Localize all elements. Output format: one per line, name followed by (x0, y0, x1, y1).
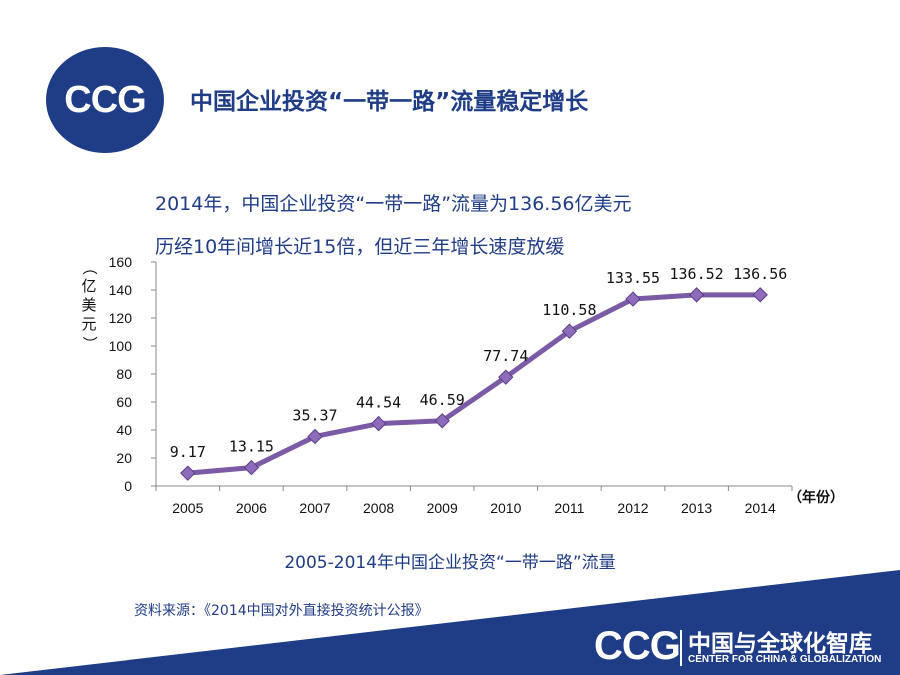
data-point-marker (370, 415, 387, 432)
x-tick-label: 2007 (299, 500, 330, 516)
y-tick-label: 120 (109, 310, 133, 326)
chart-caption: 2005-2014年中国企业投资“一带一路”流量 (284, 553, 616, 573)
y-tick-label: 40 (116, 422, 132, 438)
data-label: 9.17 (170, 443, 206, 461)
data-point-marker (752, 287, 768, 303)
ccg-logo: CCG (46, 47, 164, 153)
data-point-marker (243, 459, 260, 476)
footer-brand-chinese: 中国与全球化智库 (688, 631, 872, 657)
y-tick-label: 80 (116, 366, 132, 382)
data-label: 77.74 (483, 347, 528, 365)
logo-text: CCG (64, 78, 146, 121)
data-point-marker (498, 369, 514, 385)
x-tick-label: 2008 (363, 500, 394, 516)
slide-title: 中国企业投资“一带一路”流量稳定增长 (190, 89, 589, 115)
source-note: 资料来源：《2014中国对外直接投资统计公报》 (134, 603, 429, 619)
x-tick-label: 2009 (427, 500, 458, 516)
footer-divider (680, 630, 682, 666)
footer-brand-english: CENTER FOR CHINA & GLOBALIZATION (688, 654, 882, 665)
y-axis-unit-label: （亿美元） (80, 259, 99, 351)
data-label: 133.55 (606, 269, 660, 287)
y-tick-label: 20 (116, 450, 132, 466)
x-tick-label: 2014 (745, 500, 776, 516)
data-label: 136.52 (670, 265, 724, 283)
footer-brand-logo: CCG (594, 624, 681, 668)
footer-wedge (0, 570, 900, 675)
data-label: 35.37 (292, 406, 337, 424)
headline-1: 2014年，中国企业投资“一带一路”流量为136.56亿美元 (155, 193, 632, 215)
x-tick-label: 2005 (172, 500, 203, 516)
x-axis-label: （年份） (788, 489, 844, 506)
x-tick-label: 2010 (490, 500, 521, 516)
x-tick-label: 2006 (236, 500, 267, 516)
y-tick-label: 100 (109, 338, 133, 354)
data-label: 13.15 (229, 438, 274, 456)
y-tick-label: 0 (124, 478, 132, 494)
investment-flow-line-chart: 0 20 40 60 80 100 120 140 160 2005 2006 2007 2008 200… (109, 254, 844, 516)
x-tick-label: 2011 (554, 500, 584, 516)
data-label: 44.54 (356, 394, 401, 412)
data-label: 136.56 (733, 265, 787, 283)
data-point-marker (561, 323, 578, 339)
data-point-marker (688, 287, 705, 303)
y-tick-label: 160 (109, 254, 133, 270)
y-tick-label: 60 (116, 394, 132, 410)
y-tick-label: 140 (109, 282, 133, 298)
data-label: 110.58 (542, 301, 596, 319)
data-point-marker (434, 413, 450, 429)
x-tick-label: 2013 (681, 500, 712, 516)
data-point-marker (625, 291, 641, 307)
data-point-marker (307, 428, 323, 445)
data-label: 46.59 (420, 391, 465, 409)
headline-2: 历经10年间增长近15倍，但近三年增长速度放缓 (155, 236, 565, 258)
x-tick-label: 2012 (617, 500, 648, 516)
series-line (185, 292, 763, 476)
data-point-marker (180, 465, 196, 481)
